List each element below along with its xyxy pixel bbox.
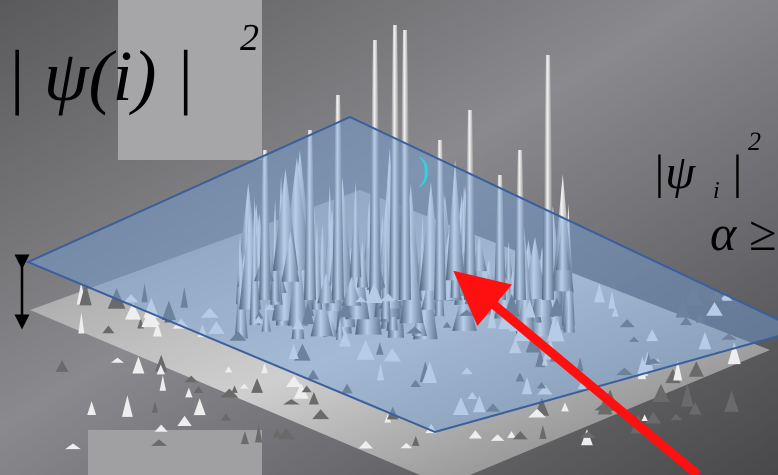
formula-left-power: 2	[240, 17, 259, 59]
bottom-box	[88, 430, 262, 475]
peak-mark: )	[418, 151, 429, 188]
slide: | ψ(i) | 2 |ψ i | 2 α ≥ )	[0, 0, 778, 475]
formula-right: |ψ	[652, 146, 696, 199]
formula-right-close: |	[730, 146, 743, 199]
page: | ψ(i) | 2 |ψ i | 2 α ≥ ) (() => { const…	[0, 0, 778, 475]
formula-right-power: 2	[748, 127, 761, 156]
condition: α ≥	[710, 205, 776, 261]
formula-left: | ψ(i) |	[6, 36, 194, 116]
formula-right-sub: i	[713, 178, 720, 204]
